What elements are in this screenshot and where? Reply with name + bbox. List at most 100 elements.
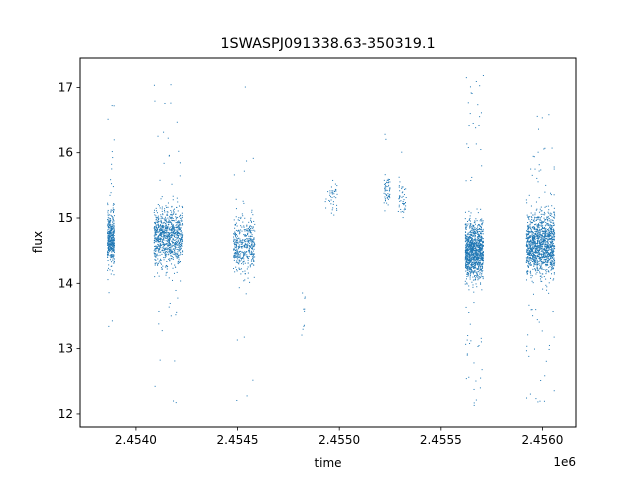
data-point <box>244 243 246 245</box>
data-point <box>165 237 167 239</box>
data-point <box>236 235 238 237</box>
data-point <box>527 263 529 265</box>
data-point <box>477 277 479 279</box>
data-point <box>536 252 538 254</box>
data-point <box>167 245 169 247</box>
data-point <box>398 204 400 206</box>
data-point <box>239 240 241 242</box>
data-point <box>334 188 336 190</box>
data-point <box>532 243 534 245</box>
data-point <box>469 217 471 219</box>
data-point <box>479 250 481 252</box>
data-point <box>527 227 529 229</box>
data-point <box>548 255 550 257</box>
data-point <box>466 244 468 246</box>
data-point <box>173 228 175 230</box>
data-point <box>474 245 476 247</box>
data-point <box>107 232 109 234</box>
data-point <box>169 238 171 240</box>
data-point <box>532 237 534 239</box>
x-axis-label: time <box>314 456 341 470</box>
data-point <box>539 234 541 236</box>
data-point <box>539 208 541 210</box>
data-point <box>476 262 478 264</box>
data-point <box>528 258 530 260</box>
data-point <box>538 250 540 252</box>
data-point <box>547 211 549 213</box>
data-point <box>175 239 177 241</box>
data-point <box>477 237 479 239</box>
data-point <box>108 228 110 230</box>
data-point <box>158 245 160 247</box>
data-point <box>324 201 326 203</box>
data-point <box>161 231 163 233</box>
data-point <box>467 335 469 337</box>
data-point <box>466 256 468 258</box>
data-point <box>177 235 179 237</box>
data-point <box>549 248 551 250</box>
data-point <box>252 253 254 255</box>
data-point <box>336 204 338 206</box>
data-point <box>468 237 470 239</box>
data-point <box>550 256 552 258</box>
data-point <box>539 217 541 219</box>
data-point <box>385 138 387 140</box>
data-point <box>552 225 554 227</box>
data-point <box>465 235 467 237</box>
data-point <box>470 340 472 342</box>
data-point <box>482 252 484 254</box>
data-point <box>534 257 536 259</box>
data-point <box>478 255 480 257</box>
data-point <box>528 216 530 218</box>
data-point <box>547 257 549 259</box>
data-point <box>168 241 170 243</box>
data-point <box>466 248 468 250</box>
data-point <box>158 248 160 250</box>
data-point <box>404 207 406 209</box>
data-point <box>112 234 114 236</box>
data-point <box>110 234 112 236</box>
data-point <box>174 254 176 256</box>
data-point <box>533 226 535 228</box>
data-point <box>166 253 168 255</box>
data-point <box>480 270 482 272</box>
data-point <box>475 232 477 234</box>
data-point <box>163 162 165 164</box>
data-point <box>542 273 544 275</box>
data-point <box>178 220 180 222</box>
data-point <box>527 266 529 268</box>
data-point <box>233 219 235 221</box>
data-point <box>331 193 333 195</box>
data-point <box>477 224 479 226</box>
data-point <box>172 226 174 228</box>
data-point <box>473 249 475 251</box>
data-point <box>474 262 476 264</box>
data-point <box>470 244 472 246</box>
data-point <box>235 266 237 268</box>
data-point <box>109 250 111 252</box>
data-point <box>476 254 478 256</box>
data-point <box>552 261 554 263</box>
data-point <box>405 197 407 199</box>
data-point <box>532 233 534 235</box>
data-point <box>108 237 110 239</box>
data-point <box>533 227 535 229</box>
data-point <box>553 260 555 262</box>
data-point <box>154 228 156 230</box>
data-point <box>177 244 179 246</box>
data-point <box>469 268 471 270</box>
data-point <box>529 244 531 246</box>
data-point <box>175 243 177 245</box>
data-point <box>173 211 175 213</box>
data-point <box>530 253 532 255</box>
data-point <box>398 195 400 197</box>
data-point <box>154 222 156 224</box>
data-point <box>173 230 175 232</box>
data-point <box>111 237 113 239</box>
data-point <box>252 241 254 243</box>
data-point <box>173 211 175 213</box>
data-point <box>547 254 549 256</box>
data-point <box>155 221 157 223</box>
data-point <box>166 235 168 237</box>
data-point <box>481 165 483 167</box>
